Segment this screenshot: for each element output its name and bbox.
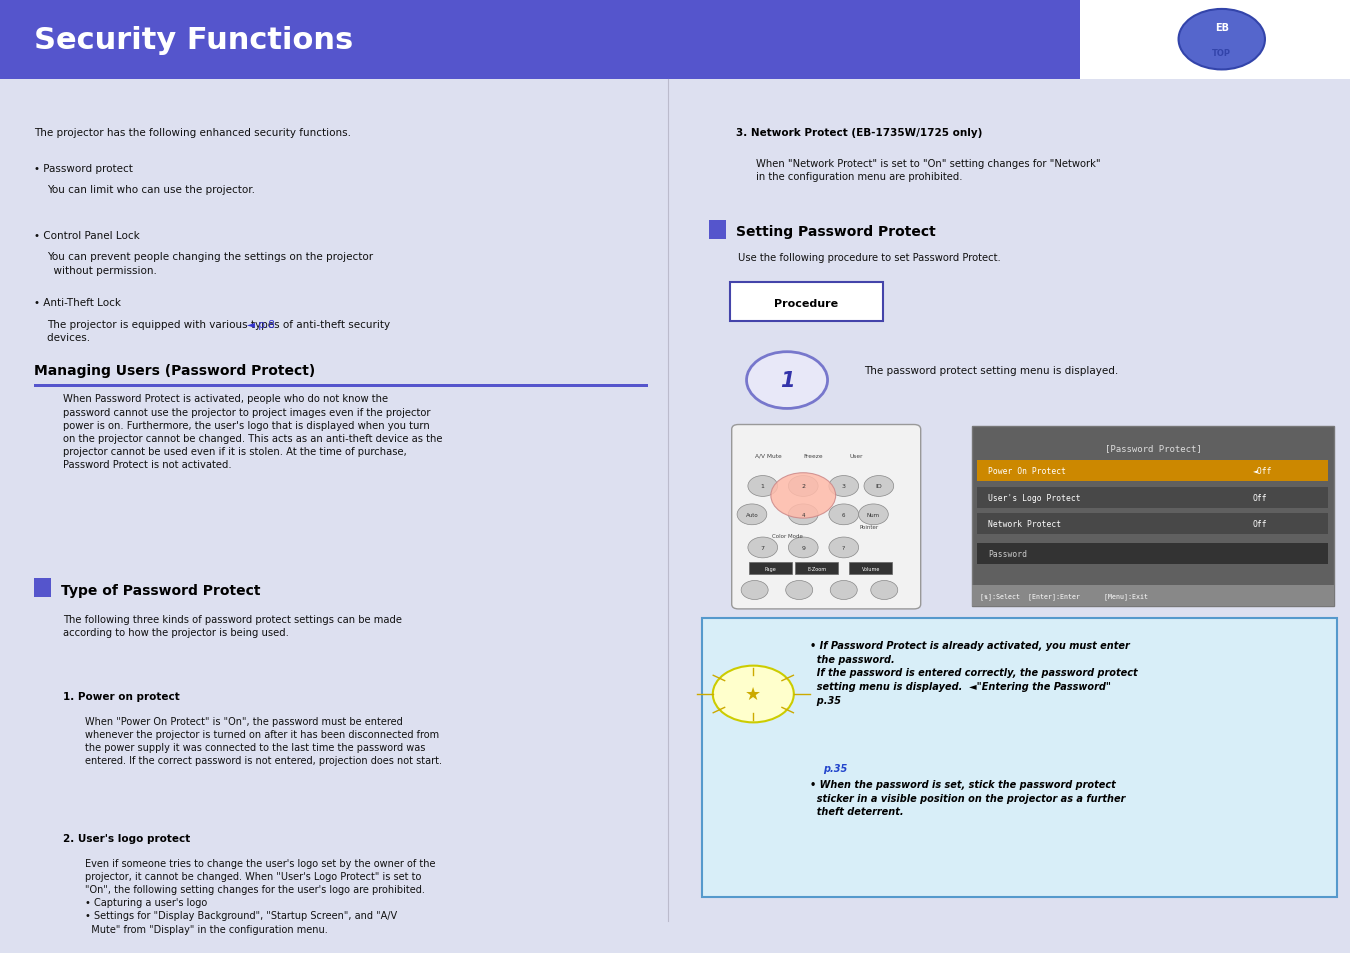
- Text: When "Power On Protect" is "On", the password must be entered
whenever the proje: When "Power On Protect" is "On", the pas…: [85, 716, 441, 765]
- Text: 2. User's logo protect: 2. User's logo protect: [63, 833, 190, 843]
- Circle shape: [829, 504, 859, 525]
- Text: Color Mode: Color Mode: [772, 534, 803, 538]
- Text: ID: ID: [875, 484, 883, 489]
- Text: When "Network Protect" is set to "On" setting changes for "Network"
in the confi: When "Network Protect" is set to "On" se…: [756, 159, 1100, 182]
- Text: Security Functions: Security Functions: [34, 26, 352, 54]
- Text: Type of Password Protect: Type of Password Protect: [61, 584, 261, 598]
- Text: Network Protect: Network Protect: [988, 519, 1061, 529]
- Text: • Anti-Theft Lock: • Anti-Theft Lock: [34, 297, 120, 308]
- Text: ◄ p.8: ◄ p.8: [247, 319, 275, 329]
- Text: 3. Network Protect (EB-1735W/1725 only): 3. Network Protect (EB-1735W/1725 only): [736, 128, 981, 137]
- Circle shape: [788, 537, 818, 558]
- Text: • Control Panel Lock: • Control Panel Lock: [34, 231, 139, 240]
- Text: Even if someone tries to change the user's logo set by the owner of the
projecto: Even if someone tries to change the user…: [85, 858, 436, 934]
- Text: [⇅]:Select  [Enter]:Enter      [Menu]:Exit: [⇅]:Select [Enter]:Enter [Menu]:Exit: [980, 593, 1148, 599]
- Circle shape: [871, 581, 898, 599]
- FancyBboxPatch shape: [977, 487, 1328, 508]
- Text: 4: 4: [802, 513, 805, 517]
- Circle shape: [829, 476, 859, 497]
- Text: 3: 3: [842, 484, 845, 489]
- Text: You can prevent people changing the settings on the projector
  without permissi: You can prevent people changing the sett…: [47, 253, 374, 275]
- FancyBboxPatch shape: [34, 384, 648, 387]
- Text: User's Logo Protect: User's Logo Protect: [988, 494, 1081, 502]
- Circle shape: [859, 504, 888, 525]
- Circle shape: [713, 666, 794, 722]
- Circle shape: [748, 537, 778, 558]
- FancyBboxPatch shape: [709, 221, 726, 240]
- FancyBboxPatch shape: [977, 461, 1328, 481]
- Text: Password: Password: [988, 549, 1027, 558]
- Text: • When the password is set, stick the password protect
  sticker in a visible po: • When the password is set, stick the pa…: [810, 780, 1126, 817]
- FancyBboxPatch shape: [977, 514, 1328, 535]
- Circle shape: [771, 474, 836, 518]
- Text: Power On Protect: Power On Protect: [988, 467, 1066, 476]
- FancyBboxPatch shape: [34, 578, 51, 597]
- Circle shape: [748, 476, 778, 497]
- Text: Volume: Volume: [861, 566, 880, 571]
- Text: The projector has the following enhanced security functions.: The projector has the following enhanced…: [34, 128, 351, 137]
- FancyBboxPatch shape: [702, 618, 1336, 898]
- Circle shape: [786, 581, 813, 599]
- Text: 7: 7: [761, 545, 764, 551]
- Circle shape: [788, 476, 818, 497]
- Text: [Password Protect]: [Password Protect]: [1104, 444, 1202, 453]
- FancyBboxPatch shape: [977, 543, 1328, 564]
- Text: Off: Off: [1253, 494, 1268, 502]
- Text: Freeze: Freeze: [803, 454, 824, 458]
- Text: ★: ★: [745, 685, 761, 703]
- Text: Managing Users (Password Protect): Managing Users (Password Protect): [34, 364, 315, 377]
- Text: Page: Page: [765, 566, 776, 571]
- Circle shape: [747, 353, 828, 409]
- Text: 1. Power on protect: 1. Power on protect: [63, 692, 180, 701]
- Circle shape: [788, 504, 818, 525]
- Text: TOP: TOP: [1212, 49, 1231, 58]
- Text: A/V Mute: A/V Mute: [755, 454, 782, 458]
- FancyBboxPatch shape: [849, 562, 892, 575]
- FancyBboxPatch shape: [795, 562, 838, 575]
- Text: E-Zoom: E-Zoom: [807, 566, 826, 571]
- FancyBboxPatch shape: [732, 425, 921, 609]
- Text: Pointer: Pointer: [860, 524, 879, 529]
- Text: Num: Num: [867, 513, 880, 517]
- Text: Off: Off: [1253, 519, 1268, 529]
- Text: 9: 9: [802, 545, 805, 551]
- Text: EB: EB: [1215, 23, 1228, 32]
- FancyBboxPatch shape: [0, 0, 1080, 80]
- Text: Setting Password Protect: Setting Password Protect: [736, 225, 936, 239]
- Text: Procedure: Procedure: [774, 298, 838, 308]
- Text: 1: 1: [761, 484, 764, 489]
- Text: When Password Protect is activated, people who do not know the
password cannot u: When Password Protect is activated, peop…: [63, 394, 443, 470]
- Circle shape: [864, 476, 894, 497]
- Circle shape: [1179, 10, 1265, 71]
- Text: Auto: Auto: [745, 513, 759, 517]
- Text: The following three kinds of password protect settings can be made
according to : The following three kinds of password pr…: [63, 614, 402, 638]
- Text: Use the following procedure to set Password Protect.: Use the following procedure to set Passw…: [738, 253, 1002, 263]
- FancyBboxPatch shape: [730, 282, 883, 322]
- Text: User: User: [849, 454, 863, 458]
- Text: p.35: p.35: [824, 763, 848, 773]
- Text: The password protect setting menu is displayed.: The password protect setting menu is dis…: [864, 366, 1118, 375]
- FancyBboxPatch shape: [1080, 0, 1350, 80]
- Text: ◄Off: ◄Off: [1253, 467, 1272, 476]
- Circle shape: [741, 581, 768, 599]
- Text: The projector is equipped with various types of anti-theft security
devices.: The projector is equipped with various t…: [47, 319, 390, 342]
- Text: ?: ?: [842, 545, 845, 551]
- Text: 2: 2: [802, 484, 805, 489]
- Circle shape: [737, 504, 767, 525]
- Circle shape: [830, 581, 857, 599]
- Text: 6: 6: [842, 513, 845, 517]
- Text: You can limit who can use the projector.: You can limit who can use the projector.: [47, 185, 255, 195]
- FancyBboxPatch shape: [972, 427, 1334, 606]
- FancyBboxPatch shape: [749, 562, 792, 575]
- FancyBboxPatch shape: [972, 586, 1334, 606]
- Text: 1: 1: [780, 371, 794, 391]
- Text: • If Password Protect is already activated, you must enter
  the password.
  If : • If Password Protect is already activat…: [810, 640, 1138, 705]
- Text: • Password protect: • Password protect: [34, 163, 132, 173]
- Circle shape: [829, 537, 859, 558]
